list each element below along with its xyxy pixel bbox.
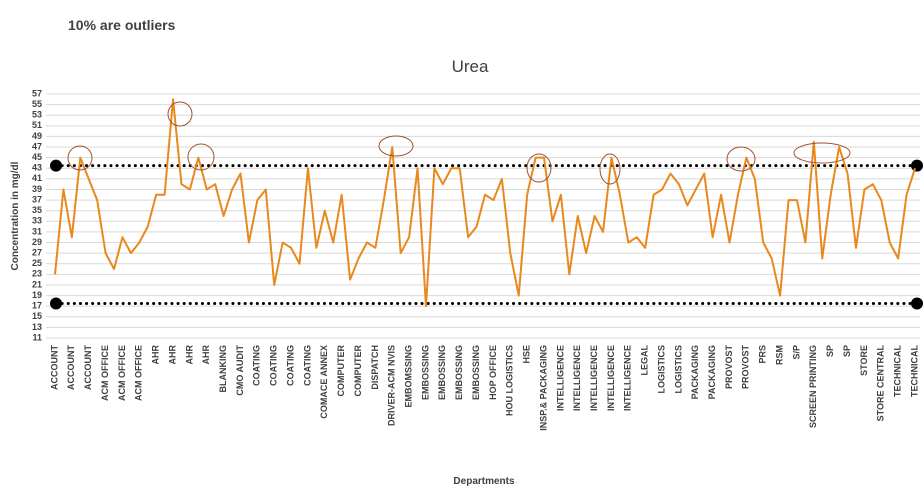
x-tick-label: INTELLIGENCE bbox=[589, 345, 599, 411]
outlier-circle bbox=[599, 153, 621, 185]
x-tick-label: COATING bbox=[269, 345, 279, 386]
reference-dot bbox=[50, 297, 62, 310]
y-tick-label: 39 bbox=[32, 184, 42, 194]
x-tick-label: SCREEN PRINTING bbox=[808, 345, 818, 428]
x-tick-label: PACKAGING bbox=[690, 345, 700, 399]
outlier-circle bbox=[187, 143, 215, 171]
x-tick-label: PACKAGING bbox=[707, 345, 717, 399]
y-tick-label: 33 bbox=[32, 216, 42, 226]
x-tick-label: STORE bbox=[859, 345, 869, 376]
annotation: 10% are outliers bbox=[68, 17, 176, 33]
x-tick-label: ACCOUNT bbox=[49, 345, 59, 390]
y-tick-label: 45 bbox=[32, 152, 42, 162]
x-tick-label: LEGAL bbox=[640, 344, 650, 375]
y-tick-label: 19 bbox=[32, 290, 42, 300]
x-tick-label: EMBOSSING bbox=[437, 345, 447, 400]
x-tick-label: ACM OFFICE bbox=[134, 345, 144, 401]
x-tick-label: STORE CENTRAL bbox=[876, 345, 886, 422]
x-tick-label: SP bbox=[825, 345, 835, 357]
chart-title: Urea bbox=[452, 57, 489, 76]
x-tick-label: INTELLIGENCE bbox=[623, 345, 633, 411]
y-tick-label: 29 bbox=[32, 237, 42, 247]
x-tick-label: ACM OFFICE bbox=[100, 345, 110, 401]
x-tick-label: PROVOST bbox=[741, 345, 751, 390]
x-tick-label: HOU LOGISTICS bbox=[505, 345, 515, 416]
x-tick-label: COATING bbox=[285, 345, 295, 386]
x-axis-label: Departments bbox=[453, 476, 515, 487]
x-tick-label: SP bbox=[842, 345, 852, 357]
x-tick-label: EMBOSSING bbox=[420, 345, 430, 400]
x-tick-label: ACCOUNT bbox=[83, 345, 93, 390]
y-tick-label: 35 bbox=[32, 205, 42, 215]
x-tick-label: TECHNICAL bbox=[909, 345, 919, 397]
y-tick-label: 49 bbox=[32, 131, 42, 141]
y-tick-label: 21 bbox=[32, 279, 42, 289]
x-tick-label: AHR bbox=[184, 345, 194, 365]
reference-dot bbox=[911, 159, 923, 172]
x-tick-label: HSE bbox=[522, 345, 532, 364]
outlier-circle bbox=[167, 101, 193, 127]
y-tick-label: 47 bbox=[32, 141, 42, 151]
x-tick-label: INSP.& PACKAGING bbox=[538, 345, 548, 431]
x-tick-label: INTELLIGENCE bbox=[572, 345, 582, 411]
outlier-circle bbox=[726, 146, 756, 172]
x-tick-label: AHR bbox=[201, 345, 211, 365]
x-tick-label: COMACE ANNEX bbox=[319, 345, 329, 419]
x-tick-label: PRS bbox=[758, 345, 768, 364]
x-tick-label: LOGISTICS bbox=[673, 345, 683, 394]
outlier-circle bbox=[793, 142, 851, 164]
series bbox=[54, 98, 916, 308]
x-tick-label: ACM OFFICE bbox=[117, 345, 127, 401]
x-tick-label: INTELLIGENCE bbox=[555, 345, 565, 411]
y-tick-label: 43 bbox=[32, 163, 42, 173]
x-tick-label: COATING bbox=[302, 345, 312, 386]
y-tick-label: 25 bbox=[32, 258, 42, 268]
x-tick-label: AHR bbox=[167, 345, 177, 365]
x-tick-label: HOP OFFICE bbox=[488, 345, 498, 400]
x-tick-label: DRIVER-ACM NVIS bbox=[387, 345, 397, 426]
y-tick-label: 31 bbox=[32, 226, 42, 236]
reference-dot bbox=[911, 297, 923, 310]
x-tick-label: EMBOSSING bbox=[471, 345, 481, 400]
y-tick-label: 37 bbox=[32, 194, 42, 204]
x-tick-label: TECHNICAL bbox=[893, 345, 903, 397]
x-tick-label: CMO AUDIT bbox=[235, 345, 245, 396]
x-tick-label: S/P bbox=[791, 345, 801, 360]
x-tick-label: AHR bbox=[151, 345, 161, 365]
y-tick-label: 11 bbox=[32, 332, 42, 342]
y-tick-label: 15 bbox=[32, 311, 42, 321]
x-tick-label: COMPUTER bbox=[336, 345, 346, 397]
x-tick-label: EMBOMSSING bbox=[403, 345, 413, 408]
outlier-circle bbox=[67, 145, 93, 171]
x-tick-label: INTELLIGENCE bbox=[606, 345, 616, 411]
x-tick-label: ACCOUNT bbox=[66, 345, 76, 390]
data-line bbox=[54, 98, 916, 308]
y-tick-label: 55 bbox=[32, 99, 42, 109]
y-tick-label: 53 bbox=[32, 110, 42, 120]
x-tick-label: EMBOSSING bbox=[454, 345, 464, 400]
y-tick-label: 51 bbox=[32, 120, 42, 130]
y-tick-label: 17 bbox=[32, 301, 42, 311]
y-tick-label: 27 bbox=[32, 248, 42, 258]
x-tick-label: COATING bbox=[252, 345, 262, 386]
y-tick-label: 41 bbox=[32, 173, 42, 183]
x-tick-label: BLANKING bbox=[218, 345, 228, 393]
y-tick-label: 57 bbox=[32, 88, 42, 98]
reference-dot bbox=[50, 159, 62, 172]
outlier-circle bbox=[378, 135, 414, 157]
x-tick-label: LOGISTICS bbox=[656, 345, 666, 394]
x-tick-label: RSM bbox=[774, 345, 784, 365]
reference-lines bbox=[50, 159, 923, 310]
outlier-circles bbox=[67, 101, 851, 185]
y-axis-label: Concentration in mg/dl bbox=[10, 161, 21, 270]
y-tick-label: 23 bbox=[32, 269, 42, 279]
x-tick-label: PROVOST bbox=[724, 345, 734, 390]
y-tick-label: 13 bbox=[32, 322, 42, 332]
x-tick-label: COMPUTER bbox=[353, 345, 363, 397]
x-tick-label: DISPATCH bbox=[370, 345, 380, 390]
outlier-circle bbox=[526, 153, 552, 183]
